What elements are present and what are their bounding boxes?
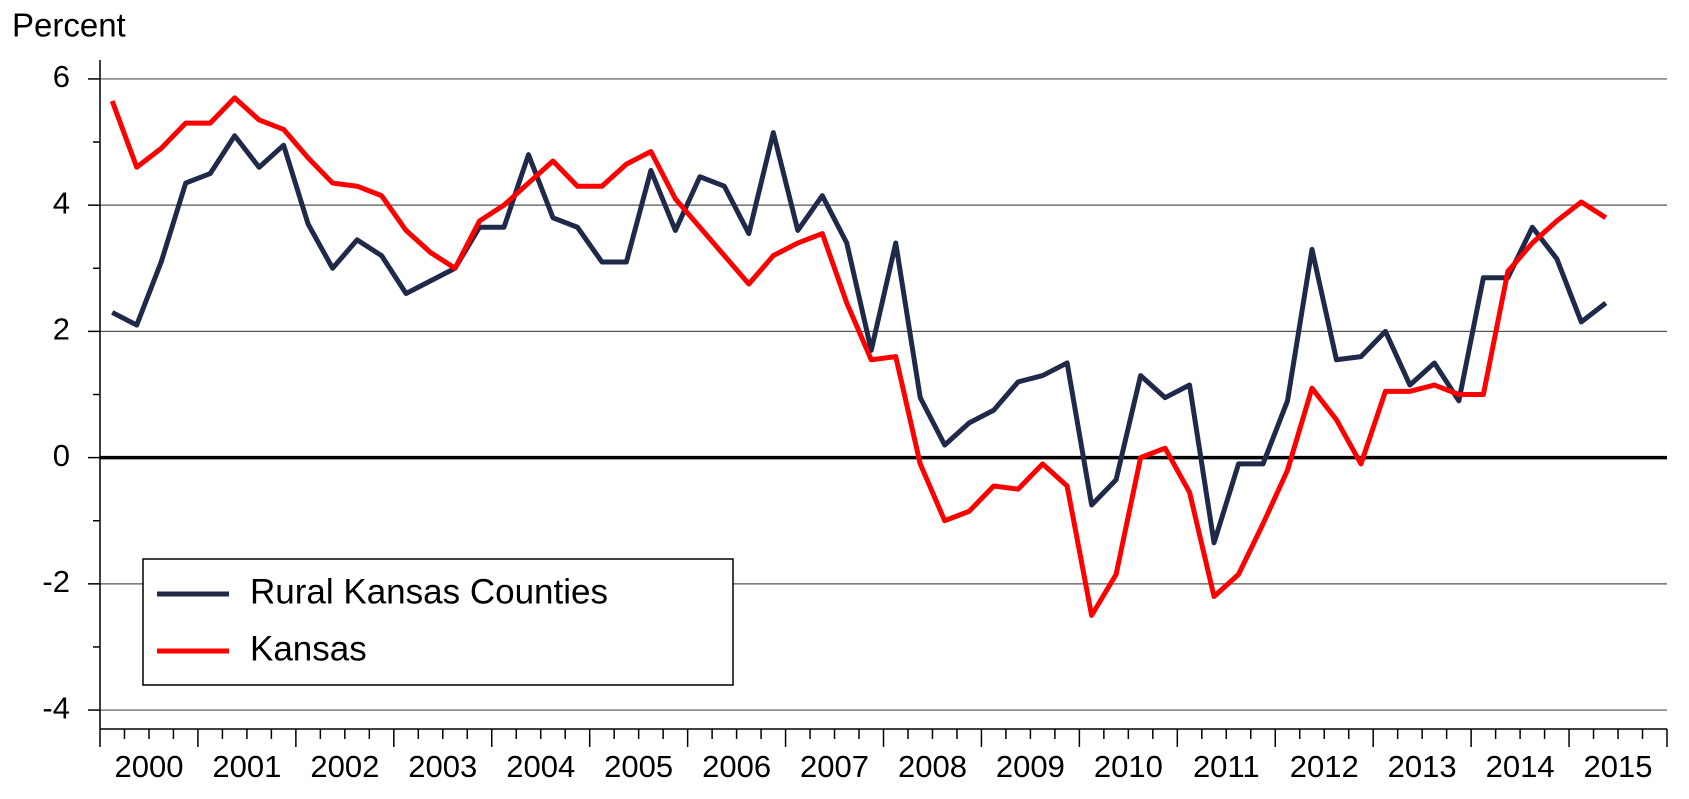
series-line xyxy=(111,130,1608,546)
y-axis-title: Percent xyxy=(12,7,126,44)
x-tick-label: 2001 xyxy=(212,749,281,784)
legend-box xyxy=(142,558,734,686)
x-tick-label: 2002 xyxy=(310,749,379,784)
x-tick-label: 2003 xyxy=(408,749,477,784)
x-tick-label: 2009 xyxy=(996,749,1065,784)
x-tick-label: 2013 xyxy=(1388,749,1457,784)
series-line xyxy=(109,95,1608,618)
x-tick-label: 2011 xyxy=(1193,749,1260,784)
x-tick-label: 2010 xyxy=(1094,749,1163,784)
x-tick-label: 2015 xyxy=(1584,749,1653,784)
x-tick-label: 2004 xyxy=(506,749,575,784)
x-tick-label: 2005 xyxy=(604,749,673,784)
x-tick-label: 2000 xyxy=(114,749,183,784)
x-tick-label: 2006 xyxy=(702,749,771,784)
y-tick-label: 2 xyxy=(53,312,70,347)
legend-label: Kansas xyxy=(250,629,367,668)
y-tick-label: 6 xyxy=(53,59,70,94)
x-tick-label: 2014 xyxy=(1486,749,1555,784)
x-tick-label: 2012 xyxy=(1290,749,1359,784)
x-tick-label: 2007 xyxy=(800,749,869,784)
x-tick-label: 2008 xyxy=(898,749,967,784)
y-tick-label: -2 xyxy=(42,564,70,599)
y-tick-label: -4 xyxy=(42,690,70,725)
y-tick-label: 4 xyxy=(53,185,70,220)
legend-label: Rural Kansas Counties xyxy=(250,572,608,611)
y-tick-label: 0 xyxy=(53,438,70,473)
